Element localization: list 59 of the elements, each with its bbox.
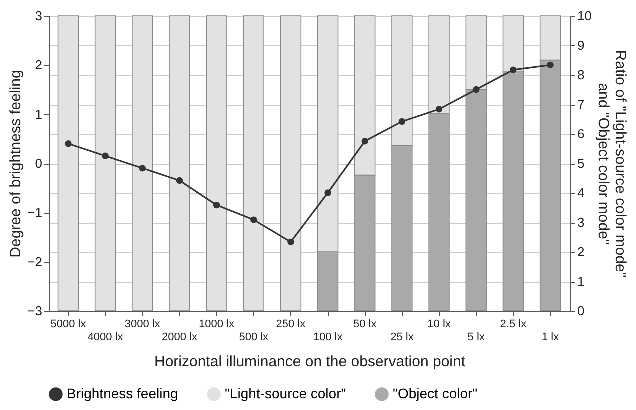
point [288, 238, 294, 246]
point [213, 202, 220, 209]
x-tick-label: 10 lx [428, 318, 452, 330]
y-tick-label: −2 [28, 254, 42, 270]
point [510, 66, 517, 74]
point [102, 152, 109, 160]
x-tick-label: 5000 lx [50, 318, 87, 330]
x-tick-label: 5 lx [468, 332, 486, 344]
point [398, 118, 406, 126]
x-tick-label: 1000 lx [199, 318, 236, 330]
x-tick-label: 4000 lx [88, 332, 124, 344]
x-tick-label: 2.5 lx [500, 318, 528, 330]
x-tick-label: 250 lx [276, 318, 306, 330]
y2-tick-label: 5 [578, 156, 585, 171]
x-tick-label: 3000 lx [124, 318, 161, 330]
y2-axis-title: Ratio of "Light-source color mode" and "Object color mode" [594, 50, 629, 278]
bar [169, 16, 190, 312]
y-axis-title: Degree of brightness feeling [8, 70, 25, 258]
y2-tick-label: 6 [578, 126, 585, 142]
point [139, 165, 146, 172]
bar [280, 16, 302, 312]
y2-tick-label: 7 [578, 97, 585, 112]
y2-tick-label: 4 [578, 186, 585, 200]
bar [58, 16, 80, 312]
point [473, 86, 480, 94]
y-tick-label: 1 [35, 106, 42, 122]
y2-tick-label: 3 [578, 215, 585, 230]
point [65, 140, 72, 148]
legend-label: "Light-source color" [225, 385, 346, 402]
legend-label: "Object color" [393, 385, 478, 402]
point [250, 216, 258, 224]
y-tick-label: −3 [28, 304, 42, 318]
bar [243, 16, 264, 312]
y2-tick-label: 1 [578, 274, 585, 289]
y2-tick-label: 8 [578, 68, 585, 82]
point [436, 106, 443, 113]
y2-tick-label: 10 [578, 8, 592, 24]
point [362, 138, 368, 145]
y-tick-label: 3 [35, 8, 42, 24]
bar [94, 16, 116, 312]
y2-tick-label: 2 [578, 244, 585, 260]
y-tick-label: 2 [35, 58, 42, 73]
y2-tick-label: 0 [578, 304, 585, 318]
x-tick-label: 50 lx [354, 318, 378, 330]
x-tick-label: 100 lx [313, 332, 344, 344]
y2-tick-label: 9 [578, 38, 585, 53]
y-tick-label: −1 [28, 205, 42, 220]
y-tick-label: 0 [35, 156, 42, 171]
x-tick-label: 2000 lx [162, 332, 198, 344]
x-tick-label: 500 lx [239, 332, 270, 344]
point [547, 62, 554, 69]
legend-label: Brightness feeling [67, 385, 178, 402]
point [324, 190, 332, 196]
x-tick-label: 25 lx [390, 332, 414, 344]
bar [206, 16, 228, 312]
bar [132, 16, 154, 312]
x-tick-label: 1 lx [542, 332, 560, 344]
point [176, 177, 184, 184]
x-axis-title: Horizontal illuminance on the observation point [154, 354, 466, 370]
